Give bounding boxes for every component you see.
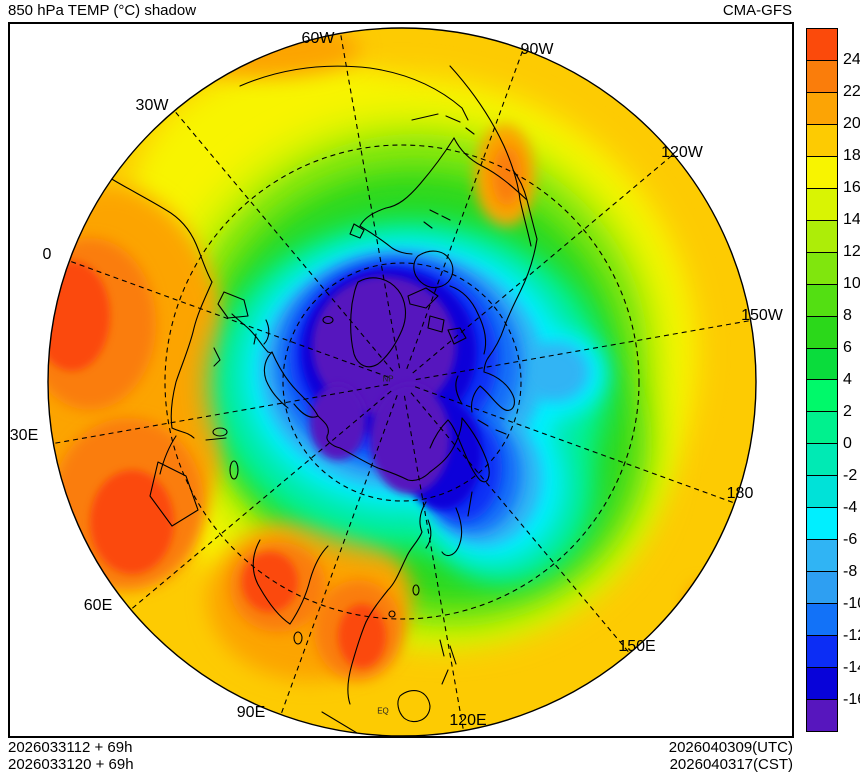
colorbar-tick-labels: 242220181614121086420-2-4-6-8-10-12-14-1… xyxy=(843,28,860,732)
meridian-line xyxy=(129,390,392,611)
temperature-colorbar xyxy=(806,28,838,732)
temperature-field xyxy=(48,28,756,736)
colorbar-tick-label: -4 xyxy=(843,499,858,516)
meridian-line xyxy=(52,383,389,445)
meridian-line xyxy=(410,392,631,655)
meridian-line xyxy=(68,260,390,378)
colorbar-segment xyxy=(807,316,837,349)
meridian-line xyxy=(414,386,736,504)
colorbar-tick-label: 0 xyxy=(843,435,852,452)
north-pole-label: NP xyxy=(382,374,394,384)
equator-label: EQ xyxy=(377,706,389,716)
colorbar-segment xyxy=(807,252,837,285)
colorbar-tick-label: 4 xyxy=(843,371,852,388)
colorbar-segment xyxy=(807,29,837,61)
valid-time-cst: 2026040317(CST) xyxy=(669,756,793,773)
colorbar-segment xyxy=(807,348,837,381)
colorbar-segment xyxy=(807,604,837,637)
colorbar-segment xyxy=(807,220,837,253)
latitude-circle xyxy=(164,144,640,620)
colorbar-tick-label: -10 xyxy=(843,595,860,612)
map-frame xyxy=(8,22,794,738)
meridian-label-30E: 30E xyxy=(9,427,39,444)
colorbar-tick-label: 14 xyxy=(843,211,860,228)
polar-map xyxy=(47,27,757,736)
colorbar-segment xyxy=(807,188,837,221)
meridian-line xyxy=(412,153,675,374)
colorbar-tick-label: 20 xyxy=(843,115,860,132)
colorbar-tick-label: 18 xyxy=(843,147,860,164)
meridian-label-60E: 60E xyxy=(83,597,113,614)
colorbar-tick-label: -16 xyxy=(843,691,860,708)
graticule xyxy=(52,32,752,732)
colorbar-segment xyxy=(807,412,837,445)
colorbar-tick-label: 2 xyxy=(843,403,852,420)
valid-time-utc: 2026040309(UTC) xyxy=(668,739,793,756)
colorbar-tick-label: -2 xyxy=(843,467,858,484)
colorbar-tick-label: 16 xyxy=(843,179,860,196)
init-time-cst: 2026033120 + 69h xyxy=(8,756,134,773)
meridian-label-180: 180 xyxy=(726,485,754,502)
meridian-label-150W: 150W xyxy=(741,307,783,324)
map-outline xyxy=(47,27,757,736)
colorbar-segment xyxy=(807,508,837,541)
colorbar-segment xyxy=(807,60,837,93)
colorbar-segment xyxy=(807,284,837,317)
meridian-line xyxy=(339,32,401,369)
colorbar-segment xyxy=(807,636,837,669)
coastlines xyxy=(109,65,538,736)
colorbar-segment xyxy=(807,124,837,157)
colorbar-segment xyxy=(807,92,837,125)
meridian-label-120W: 120W xyxy=(661,144,703,161)
meridian-line xyxy=(403,395,465,732)
colorbar-tick-label: 12 xyxy=(843,243,860,260)
page-title: 850 hPa TEMP (°C) shadow xyxy=(8,2,197,19)
colorbar-segment xyxy=(807,540,837,573)
meridian-line xyxy=(173,109,394,372)
colorbar-tick-label: 8 xyxy=(843,307,852,324)
meridian-label-60W: 60W xyxy=(301,30,335,47)
meridian-label-120E: 120E xyxy=(449,712,487,729)
latitude-circle xyxy=(282,262,522,502)
meridian-line xyxy=(406,48,524,370)
meridian-label-90W: 90W xyxy=(520,41,554,58)
colorbar-tick-label: 10 xyxy=(843,275,860,292)
colorbar-segment xyxy=(807,476,837,509)
colorbar-tick-label: -14 xyxy=(843,659,860,676)
meridian-label-30W: 30W xyxy=(135,97,169,114)
colorbar-segment xyxy=(807,668,837,701)
colorbar-segment xyxy=(807,444,837,477)
meridian-label-0: 0 xyxy=(42,246,52,263)
meridian-line xyxy=(415,319,752,381)
colorbar-segment xyxy=(807,156,837,189)
colorbar-segment xyxy=(807,380,837,413)
colorbar-tick-label: 6 xyxy=(843,339,852,356)
meridian-line xyxy=(280,394,398,716)
colorbar-tick-label: 22 xyxy=(843,83,860,100)
colorbar-tick-label: -8 xyxy=(843,563,858,580)
colorbar-segment xyxy=(807,700,837,731)
meridian-label-150E: 150E xyxy=(618,638,656,655)
colorbar-tick-label: 24 xyxy=(843,51,860,68)
init-time-utc: 2026033112 + 69h xyxy=(8,739,133,756)
colorbar-segment xyxy=(807,572,837,605)
model-name-label: CMA-GFS xyxy=(722,2,792,19)
colorbar-tick-label: -12 xyxy=(843,627,860,644)
meridian-label-90E: 90E xyxy=(236,704,266,721)
colorbar-tick-label: -6 xyxy=(843,531,858,548)
